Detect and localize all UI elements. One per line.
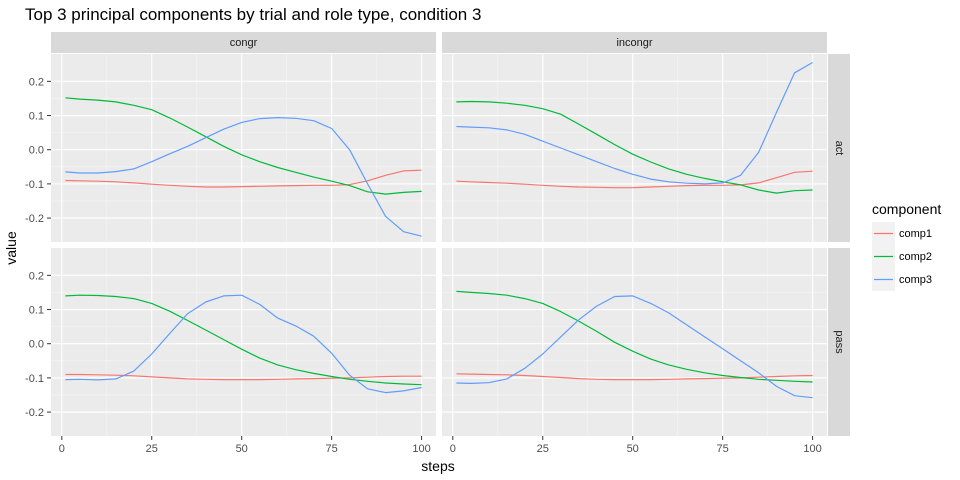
facet-panels: congr incongr act pass	[51, 32, 850, 436]
axes: 0.2 0.1 0.0 -0.1 -0.2 0.2 0.1 0.0 -0.1 -0.2 0 25 50 7…	[25, 76, 822, 455]
y-tick-label: 0.0	[29, 145, 44, 157]
x-tick-label: 0	[59, 443, 65, 455]
x-tick-label: 50	[627, 443, 639, 455]
legend-item-comp3: comp3	[872, 268, 932, 291]
y-tick-label: -0.1	[25, 179, 44, 191]
y-axis-title: value	[3, 231, 19, 265]
panel-background	[51, 54, 436, 242]
series-line-comp1	[456, 170, 813, 189]
legend-label-comp3: comp3	[899, 274, 932, 286]
series-line-comp3	[65, 116, 422, 237]
strip-label-act: act	[833, 141, 845, 156]
panel-congr-act	[51, 54, 436, 242]
series-line-comp3	[456, 61, 813, 185]
panel-congr-pass	[51, 248, 436, 436]
y-tick-label: 0.1	[29, 305, 44, 317]
series-line-comp3	[65, 294, 422, 394]
series-line-comp1	[65, 373, 422, 381]
series-line-comp2	[456, 100, 813, 194]
x-tick-label: 25	[537, 443, 549, 455]
x-axis-title: steps	[421, 458, 454, 474]
legend-label-comp2: comp2	[899, 251, 932, 263]
y-tick-label: -0.1	[25, 373, 44, 385]
y-tick-label: -0.2	[25, 213, 44, 225]
strip-label-pass: pass	[833, 330, 845, 354]
x-tick-label: 75	[326, 443, 338, 455]
series-line-comp2	[65, 97, 422, 195]
strip-label-incongr: incongr	[616, 37, 652, 49]
y-tick-label: 0.0	[29, 339, 44, 351]
x-tick-label: 25	[146, 443, 158, 455]
series-line-comp1	[65, 169, 422, 188]
legend-item-comp2: comp2	[872, 245, 932, 268]
strip-act: act	[828, 54, 850, 242]
series-line-comp3	[456, 295, 813, 399]
x-tick-label: 100	[803, 443, 821, 455]
series-line-comp2	[456, 290, 813, 383]
series-line-comp2	[65, 294, 422, 386]
x-tick-label: 100	[412, 443, 430, 455]
strip-congr: congr	[51, 32, 436, 53]
legend-title: component	[872, 201, 941, 217]
y-tick-label: 0.2	[29, 76, 44, 88]
panel-background	[442, 54, 827, 242]
x-tick-label: 50	[236, 443, 248, 455]
x-tick-label: 0	[450, 443, 456, 455]
y-tick-label: 0.2	[29, 270, 44, 282]
y-tick-label: -0.2	[25, 407, 44, 419]
panel-incongr-pass	[442, 248, 827, 436]
strip-label-congr: congr	[230, 37, 258, 49]
legend-item-comp1: comp1	[872, 222, 932, 245]
strip-pass: pass	[828, 248, 850, 436]
chart-title: Top 3 principal components by trial and …	[25, 5, 481, 24]
x-tick-label: 75	[717, 443, 729, 455]
legend: component comp1 comp2 comp3	[872, 201, 941, 291]
panel-background	[51, 248, 436, 436]
legend-label-comp1: comp1	[899, 228, 932, 240]
strip-incongr: incongr	[442, 32, 827, 53]
panel-background	[442, 248, 827, 436]
panel-incongr-act	[442, 54, 827, 242]
y-tick-label: 0.1	[29, 111, 44, 123]
